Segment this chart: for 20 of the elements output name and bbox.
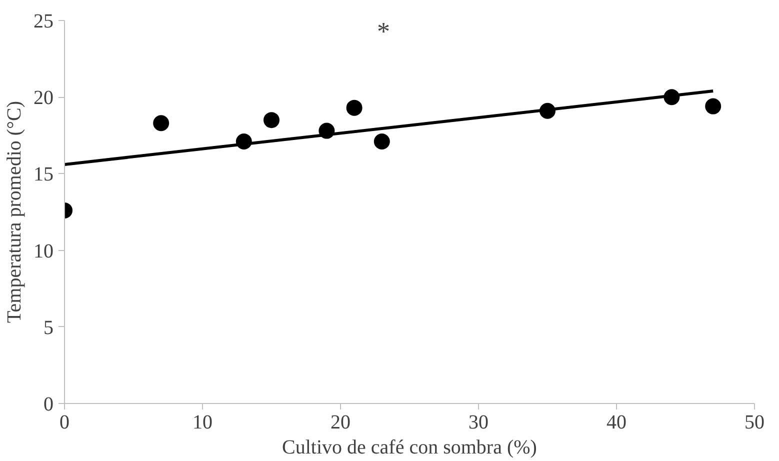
- y-tick-label: 10: [34, 240, 54, 262]
- x-tick-label: 20: [330, 412, 350, 434]
- x-axis-title: Cultivo de café con sombra (%): [282, 436, 537, 458]
- x-tick-label: 40: [606, 412, 626, 434]
- y-tick-label: 0: [44, 394, 54, 416]
- point: [346, 100, 362, 116]
- x-tick-label: 10: [192, 412, 212, 434]
- y-tick-label: 15: [34, 164, 54, 186]
- point: [374, 134, 390, 150]
- x-tick-label: 0: [60, 412, 70, 434]
- x-tick-label: 50: [744, 412, 764, 434]
- y-tick-label: 20: [34, 87, 54, 110]
- annotation: *: [377, 17, 390, 46]
- point: [705, 98, 722, 114]
- point: [264, 112, 280, 128]
- point: [153, 115, 170, 132]
- x-tick-label: 30: [468, 412, 488, 434]
- y-tick-label: 5: [44, 316, 54, 339]
- y-axis-title: Temperatura promedio (°C): [4, 100, 26, 324]
- y-tick-label: 25: [34, 10, 54, 32]
